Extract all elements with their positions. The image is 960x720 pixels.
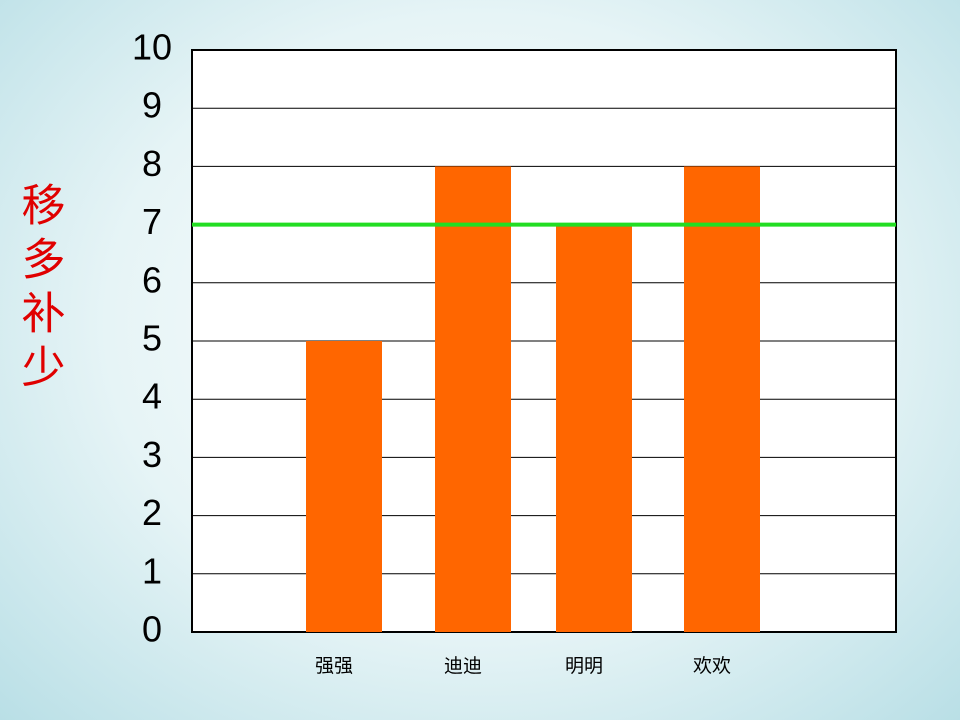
- bar: [684, 166, 760, 632]
- y-tick-label: 9: [142, 85, 162, 126]
- x-tick-label: 明明: [565, 655, 603, 677]
- y-tick-label: 6: [142, 259, 162, 300]
- bar: [556, 224, 632, 632]
- y-tick-label: 0: [142, 609, 162, 650]
- bar: [306, 341, 382, 632]
- plot-border: [191, 49, 897, 633]
- x-tick-label: 欢欢: [693, 655, 731, 677]
- x-tick-label: 迪迪: [444, 655, 482, 677]
- y-tick-label: 10: [132, 27, 172, 68]
- chart-title: 移多补少: [14, 182, 65, 398]
- y-tick-label: 7: [142, 201, 162, 242]
- x-tick-label: 强强: [315, 655, 353, 677]
- y-tick-label: 5: [142, 318, 162, 359]
- bar: [435, 166, 511, 632]
- y-tick-label: 4: [142, 376, 162, 417]
- y-tick-label: 1: [142, 550, 162, 591]
- y-tick-label: 3: [142, 434, 162, 475]
- y-tick-label: 2: [142, 492, 162, 533]
- y-tick-label: 8: [142, 143, 162, 184]
